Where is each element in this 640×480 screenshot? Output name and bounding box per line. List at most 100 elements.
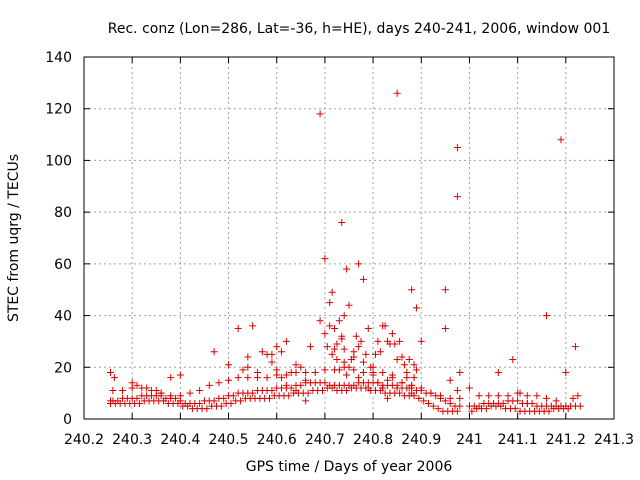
y-tick-label: 80	[54, 205, 72, 221]
data-point	[364, 325, 372, 332]
data-point	[292, 361, 300, 369]
data-point	[215, 379, 223, 387]
y-tick-label: 40	[54, 309, 72, 325]
data-point	[237, 397, 245, 405]
data-point	[485, 392, 493, 400]
data-point	[273, 343, 281, 351]
data-point	[562, 368, 570, 376]
data-point	[323, 343, 331, 351]
data-point	[355, 374, 363, 382]
data-point	[494, 392, 502, 400]
data-point	[302, 368, 310, 376]
data-point	[345, 301, 353, 309]
data-point	[359, 368, 367, 376]
data-point	[304, 389, 312, 397]
data-point	[302, 397, 310, 405]
data-point	[328, 350, 336, 358]
data-point	[302, 376, 310, 384]
y-tick-label: 0	[63, 412, 72, 428]
data-point	[456, 394, 464, 402]
data-point	[369, 371, 377, 379]
data-point	[374, 337, 382, 345]
data-point	[388, 371, 396, 379]
data-point	[253, 368, 261, 376]
data-point	[338, 218, 346, 226]
data-point	[453, 387, 461, 395]
data-point	[446, 376, 454, 384]
data-point	[297, 381, 305, 389]
data-point	[514, 397, 522, 405]
data-point	[340, 358, 348, 366]
data-point	[355, 343, 363, 351]
data-point	[552, 397, 560, 405]
data-point	[427, 389, 435, 397]
data-point	[321, 255, 329, 263]
data-point	[345, 363, 353, 371]
x-tick-label: 240.6	[257, 432, 297, 448]
x-tick-label: 240.9	[401, 432, 441, 448]
data-point	[210, 397, 218, 405]
data-point	[186, 389, 194, 397]
data-point	[425, 399, 432, 407]
data-point	[133, 381, 141, 389]
data-point	[287, 384, 295, 392]
data-point	[412, 304, 420, 312]
data-point	[523, 399, 531, 407]
data-point	[415, 394, 423, 402]
data-point	[564, 405, 572, 413]
y-tick-label: 100	[45, 153, 72, 169]
data-point	[244, 363, 252, 371]
data-point	[316, 317, 324, 325]
data-point	[355, 260, 363, 268]
data-point	[135, 399, 143, 407]
data-point	[119, 387, 127, 395]
y-axis-label: STEC from uqrg / TECUs	[6, 154, 22, 322]
y-tick-label: 20	[54, 360, 72, 376]
data-point	[408, 381, 416, 389]
data-point	[340, 312, 348, 320]
data-point	[379, 384, 387, 392]
data-point	[453, 193, 461, 201]
data-point	[497, 402, 505, 410]
data-point	[234, 325, 242, 332]
y-tick-label: 140	[45, 50, 72, 66]
data-point	[328, 288, 336, 296]
data-point	[268, 387, 276, 395]
data-point	[239, 366, 247, 374]
data-point	[557, 136, 565, 144]
data-point	[266, 394, 273, 402]
x-tick-label: 240.7	[305, 432, 345, 448]
data-point	[287, 368, 295, 376]
data-point	[285, 392, 293, 400]
data-point	[249, 322, 257, 330]
data-point	[335, 317, 343, 325]
data-point	[184, 402, 192, 410]
data-point	[441, 286, 449, 294]
data-point	[420, 397, 428, 405]
data-point	[408, 389, 416, 397]
data-point	[509, 356, 517, 364]
x-tick-label: 241.3	[594, 432, 634, 448]
data-point	[465, 384, 473, 392]
data-point	[468, 407, 476, 415]
data-point	[326, 322, 334, 330]
data-point	[109, 387, 117, 395]
data-point	[396, 389, 404, 397]
data-point	[369, 363, 377, 371]
data-point	[249, 389, 257, 397]
data-point	[321, 379, 329, 387]
data-point	[244, 353, 252, 361]
data-point	[362, 350, 370, 358]
data-point	[434, 405, 442, 413]
data-point	[311, 368, 319, 376]
data-point	[321, 366, 329, 374]
data-point	[453, 144, 461, 151]
data-point	[412, 366, 420, 374]
data-point	[205, 381, 213, 389]
data-point	[364, 384, 372, 392]
data-point	[352, 332, 360, 340]
data-point	[379, 368, 387, 376]
data-point	[359, 358, 367, 366]
data-point	[157, 389, 165, 397]
data-point	[128, 379, 136, 387]
